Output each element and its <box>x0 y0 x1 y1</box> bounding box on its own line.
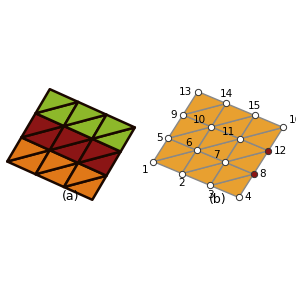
Text: 15: 15 <box>248 101 261 111</box>
Text: 5: 5 <box>156 133 163 143</box>
Text: 4: 4 <box>244 192 251 203</box>
Text: 7: 7 <box>213 150 220 160</box>
Text: 9: 9 <box>171 110 177 120</box>
Text: 11: 11 <box>221 126 235 137</box>
Text: 14: 14 <box>220 89 233 99</box>
Text: (a): (a) <box>62 190 80 203</box>
Text: 2: 2 <box>178 178 185 188</box>
Text: 16: 16 <box>288 115 296 125</box>
Text: 13: 13 <box>179 86 192 97</box>
Text: 1: 1 <box>141 165 148 175</box>
Text: 3: 3 <box>207 190 214 200</box>
Text: 6: 6 <box>185 138 192 148</box>
Text: (b): (b) <box>209 193 226 206</box>
Text: 8: 8 <box>259 169 266 179</box>
Text: 12: 12 <box>274 146 287 156</box>
Text: 10: 10 <box>193 115 206 125</box>
